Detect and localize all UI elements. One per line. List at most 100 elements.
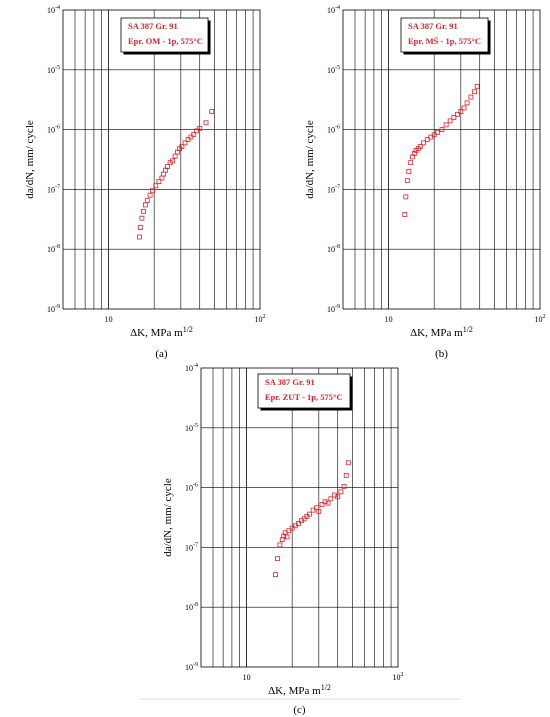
- y-tick-label: 10-8: [185, 602, 198, 612]
- data-point: [179, 144, 185, 149]
- data-point: [451, 114, 457, 120]
- data-point: [458, 109, 464, 114]
- data-point: [343, 472, 349, 478]
- data-point: [137, 234, 142, 240]
- y-axis-label: da/dN, mm/ cycle: [24, 120, 36, 199]
- data-point: [468, 94, 474, 100]
- data-point: [182, 140, 188, 146]
- data-point: [447, 118, 453, 124]
- legend-box: [400, 17, 489, 53]
- data-point: [316, 508, 322, 514]
- y-axis-label: da/dN, mm/ cycle: [304, 120, 316, 199]
- panel-label: (c): [293, 704, 306, 716]
- y-tick-label: 10-9: [47, 304, 60, 314]
- legend-line-1: SA 387 Gr. 91: [128, 21, 178, 31]
- data-point: [156, 179, 162, 185]
- plot-frame: [342, 9, 541, 310]
- data-point: [165, 164, 170, 170]
- legend-line-2: Epr. ZUT - 1p, 575°C: [265, 392, 343, 402]
- data-point: [203, 120, 209, 126]
- y-tick-label: 10-4: [327, 5, 340, 15]
- data-point: [402, 212, 408, 217]
- data-point: [279, 537, 285, 543]
- data-point: [273, 572, 278, 578]
- data-point: [322, 499, 328, 505]
- y-tick-label: 10-7: [47, 184, 60, 194]
- x-axis-label: ΔK, MPa m1/2: [268, 683, 331, 697]
- y-tick-label: 10-4: [185, 363, 198, 373]
- data-point: [319, 502, 325, 507]
- x-axis-label: ΔK, MPa m1/2: [130, 325, 193, 339]
- data-point: [431, 132, 437, 138]
- data-point: [281, 533, 287, 539]
- x-tick-label: 102: [255, 314, 266, 324]
- data-point: [191, 132, 197, 137]
- data-point: [284, 534, 290, 540]
- data-point: [170, 158, 176, 164]
- data-point: [141, 208, 146, 214]
- y-tick-label: 10-7: [185, 542, 198, 552]
- data-point: [461, 105, 467, 111]
- data-point: [335, 494, 341, 500]
- y-tick-label: 10-5: [327, 65, 340, 75]
- legend-box: [257, 373, 351, 409]
- data-point: [147, 192, 153, 198]
- data-point: [472, 89, 478, 95]
- data-point: [153, 183, 159, 189]
- y-tick-label: 10-5: [185, 423, 198, 433]
- x-axis-label: ΔK, MPa m1/2: [410, 325, 473, 339]
- data-point: [185, 137, 191, 143]
- data-point: [455, 111, 460, 117]
- data-point: [325, 500, 331, 506]
- data-point: [424, 137, 430, 143]
- y-tick-label: 10-9: [185, 662, 198, 672]
- data-point: [328, 496, 334, 502]
- data-point: [188, 134, 194, 140]
- legend-line-1: SA 387 Gr. 91: [408, 21, 458, 31]
- y-tick-label: 10-6: [185, 483, 198, 493]
- data-point: [417, 144, 423, 149]
- chart-panel-0: 10-9 10-8 10-7 10-6 10-5 10-4 10 102 ΔK, MPa m1/…: [24, 5, 266, 360]
- plot-frame: [200, 367, 399, 668]
- data-point: [408, 160, 414, 166]
- data-point: [439, 127, 445, 132]
- chart-panel-2: 10-9 10-8 10-7 10-6 10-5 10-4 10 102 ΔK, MPa m1/…: [162, 363, 404, 716]
- data-point: [345, 460, 351, 466]
- legend-line-2: Epr. OM - 1p, 575°C: [128, 36, 203, 46]
- data-point: [301, 516, 307, 522]
- legend-line-2: Epr. MŚ - 1p, 575°C: [408, 36, 481, 46]
- x-tick-label: 10: [243, 673, 251, 682]
- y-tick-label: 10-8: [47, 244, 60, 254]
- y-tick-label: 10-8: [327, 244, 340, 254]
- data-point: [275, 556, 280, 561]
- data-point: [144, 198, 150, 203]
- y-tick-label: 10-7: [327, 184, 340, 194]
- data-point: [197, 125, 203, 131]
- data-point: [406, 168, 412, 174]
- y-axis-label: da/dN, mm/ cycle: [162, 478, 174, 557]
- data-point: [341, 483, 347, 489]
- y-tick-label: 10-9: [327, 304, 340, 314]
- data-point: [307, 511, 312, 517]
- y-tick-label: 10-6: [47, 125, 60, 135]
- data-point: [464, 100, 470, 106]
- y-tick-label: 10-4: [47, 5, 60, 15]
- data-point: [434, 129, 440, 135]
- legend-line-1: SA 387 Gr. 91: [265, 377, 315, 387]
- data-point: [193, 128, 199, 134]
- data-point: [443, 122, 449, 128]
- panel-label: (a): [155, 348, 168, 360]
- plot-frame: [62, 9, 261, 310]
- data-point: [150, 188, 155, 194]
- data-point: [277, 542, 283, 548]
- data-point: [137, 225, 143, 230]
- legend-box: [120, 17, 209, 53]
- y-tick-label: 10-5: [47, 65, 60, 75]
- x-tick-label: 102: [393, 672, 404, 682]
- data-point: [403, 194, 409, 200]
- x-tick-label: 10: [105, 315, 113, 324]
- data-point: [338, 489, 344, 495]
- data-point: [139, 215, 145, 221]
- chart-panel-1: 10-9 10-8 10-7 10-6 10-5 10-4 10 102 ΔK, MPa m1/…: [304, 5, 546, 360]
- data-point: [296, 521, 301, 527]
